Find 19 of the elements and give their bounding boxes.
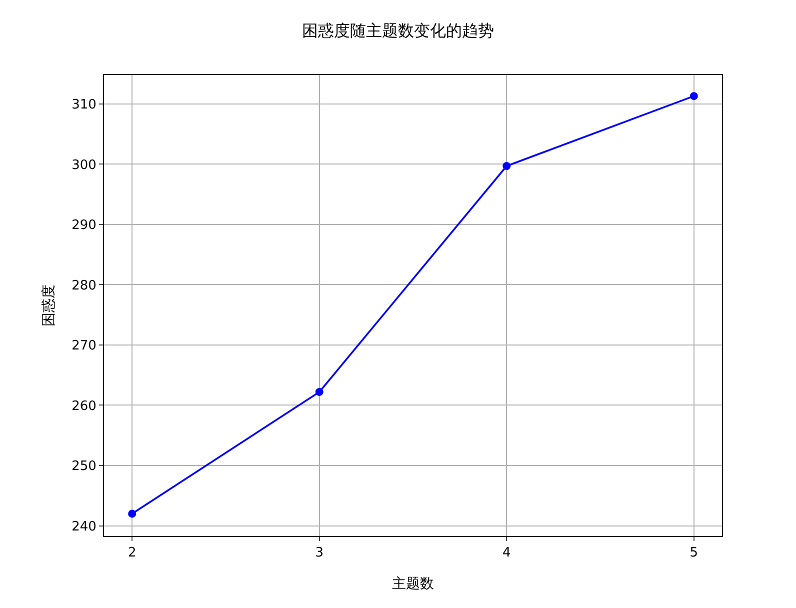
y-axis-title: 困惑度 bbox=[41, 284, 58, 326]
x-tick-label: 3 bbox=[315, 546, 324, 561]
x-tick-label: 4 bbox=[502, 546, 511, 561]
y-tick-label: 300 bbox=[72, 158, 96, 173]
y-tick-label: 270 bbox=[72, 338, 96, 354]
point bbox=[502, 162, 511, 170]
chart-title: 困惑度随主题数变化的趋势 bbox=[302, 21, 494, 40]
point bbox=[315, 388, 324, 396]
y-tick-label: 290 bbox=[72, 218, 96, 233]
x-tick-label: 5 bbox=[690, 546, 698, 561]
x-axis-title: 主题数 bbox=[392, 576, 434, 592]
y-tick-label: 310 bbox=[72, 97, 96, 112]
point bbox=[690, 92, 698, 100]
y-tick-label: 280 bbox=[72, 278, 96, 294]
y-tick-label: 240 bbox=[72, 519, 96, 534]
point bbox=[128, 510, 136, 518]
y-tick-label: 250 bbox=[72, 459, 96, 474]
y-tick-label: 260 bbox=[72, 398, 96, 414]
x-tick-label: 2 bbox=[128, 546, 136, 561]
